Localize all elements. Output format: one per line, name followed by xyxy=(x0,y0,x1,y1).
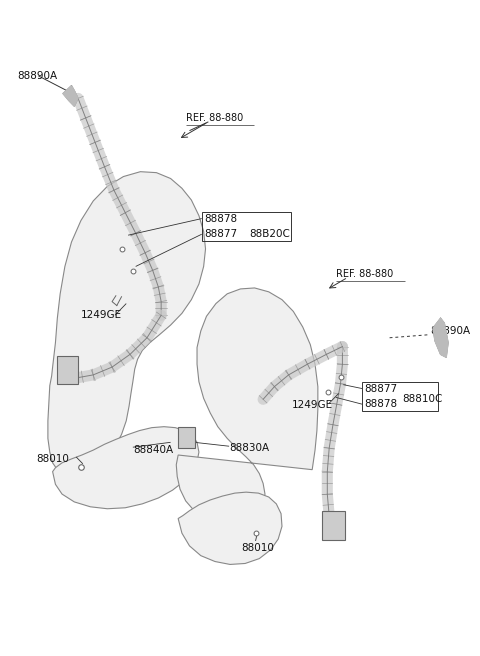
Text: 1249GE: 1249GE xyxy=(81,310,122,320)
Text: 88010: 88010 xyxy=(36,454,70,464)
Text: 88878: 88878 xyxy=(364,400,397,409)
Polygon shape xyxy=(176,288,318,523)
Polygon shape xyxy=(48,172,205,472)
Text: 88877: 88877 xyxy=(204,229,238,239)
Text: 88890A: 88890A xyxy=(18,71,58,81)
Text: 88890A: 88890A xyxy=(430,326,470,336)
Bar xyxy=(178,426,195,448)
Text: REF. 88-880: REF. 88-880 xyxy=(336,269,393,279)
Polygon shape xyxy=(178,492,282,564)
Bar xyxy=(202,212,291,241)
Text: 88010: 88010 xyxy=(241,543,274,553)
Polygon shape xyxy=(433,318,448,358)
Text: 88878: 88878 xyxy=(204,214,238,224)
Bar xyxy=(322,511,345,540)
Text: 88877: 88877 xyxy=(364,384,397,394)
Text: 88830A: 88830A xyxy=(229,443,269,453)
Text: 88B20C: 88B20C xyxy=(249,229,290,239)
Bar xyxy=(362,382,438,411)
Text: 1249GE: 1249GE xyxy=(291,400,333,410)
Polygon shape xyxy=(63,86,78,106)
Text: 88810C: 88810C xyxy=(402,394,442,404)
Polygon shape xyxy=(53,426,199,509)
Text: 88840A: 88840A xyxy=(133,445,173,455)
Text: REF. 88-880: REF. 88-880 xyxy=(186,113,243,123)
Bar xyxy=(57,356,78,384)
